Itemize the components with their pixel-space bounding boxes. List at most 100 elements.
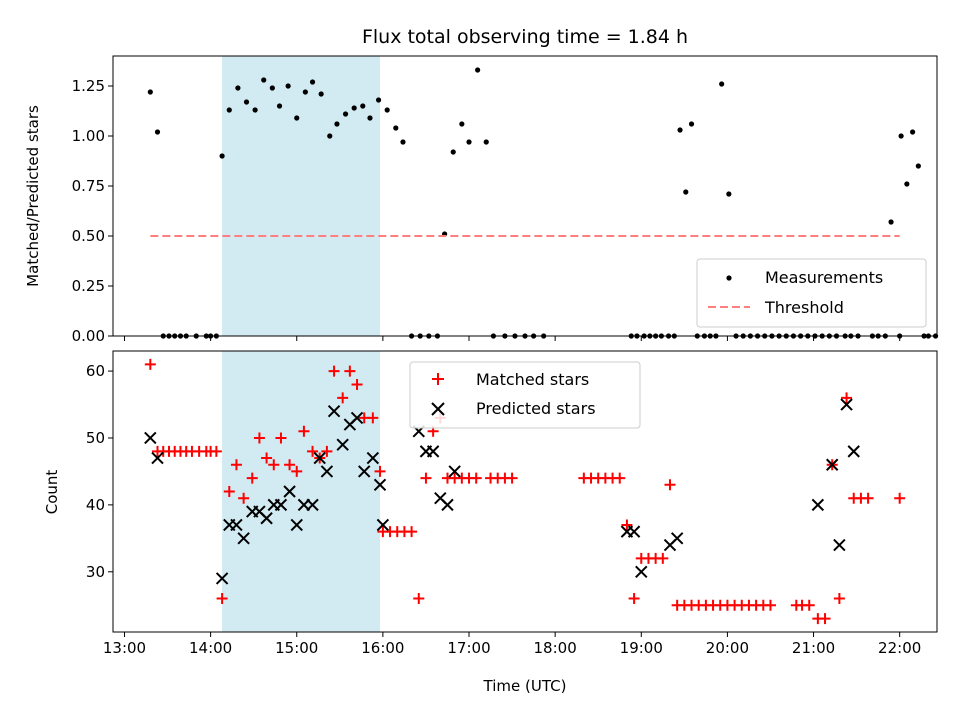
- predicted-stars-point: [260, 512, 273, 525]
- y-tick-label: 40: [86, 496, 105, 514]
- measurements-point: [302, 89, 308, 95]
- matched-stars-point: [253, 432, 265, 444]
- measurements-point: [400, 139, 406, 145]
- legend-measurements-label: Measurements: [765, 268, 883, 287]
- predicted-stars-point: [274, 498, 288, 512]
- matched-stars-point: [216, 593, 228, 605]
- measurements-point: [309, 79, 316, 85]
- matched-stars-point: [628, 593, 640, 605]
- measurements-point: [888, 219, 894, 225]
- matched-stars-point: [210, 445, 222, 457]
- legend-threshold-label: Threshold: [764, 298, 844, 317]
- matched-stars-point: [614, 472, 626, 484]
- matched-stars-point: [275, 432, 287, 444]
- predicted-stars-point: [833, 538, 846, 552]
- measurements-point: [154, 129, 161, 135]
- predicted-stars-point: [230, 518, 243, 532]
- bottom-legend: Matched stars Predicted stars: [409, 361, 641, 429]
- predicted-stars-point: [840, 398, 853, 411]
- matched-stars-point: [894, 492, 906, 504]
- matched-stars-point: [764, 599, 776, 611]
- bottom-x-ticks: 13:00 14:00 15:00 16:00 17:00 18:00 19:00 20:00…: [103, 632, 921, 657]
- measurements-point: [459, 121, 465, 127]
- measurements-point: [475, 67, 481, 73]
- measurements-point: [351, 105, 357, 111]
- matched-stars-point: [238, 492, 250, 504]
- matched-stars-point: [413, 593, 425, 605]
- bottom-axes-frame: [112, 350, 938, 633]
- matched-stars-point: [230, 459, 242, 471]
- measurements-point: [898, 133, 904, 139]
- x-axis-label: Time (UTC): [483, 677, 567, 695]
- predicted-stars-point: [350, 411, 364, 425]
- legend-predicted-label: Predicted stars: [476, 399, 596, 418]
- predicted-stars-point: [306, 498, 319, 512]
- top-panel: 0.00 0.25 0.50 0.75 1.00 1.25 Flux total obse…: [24, 26, 939, 345]
- top-y-axis-label: Matched/Predicted stars: [24, 105, 42, 287]
- x-tick-label: 20:00: [706, 639, 749, 657]
- matched-stars-point: [351, 378, 363, 390]
- predicted-stars-point: [811, 498, 825, 512]
- predicted-stars-point: [215, 572, 229, 585]
- matched-stars-point: [621, 519, 633, 531]
- measurements-point: [294, 115, 300, 121]
- measurements-point: [147, 89, 153, 95]
- measurements-point: [252, 107, 258, 113]
- top-x-ticks: [123, 336, 901, 341]
- matched-stars-point: [284, 459, 296, 471]
- predicted-stars-point: [151, 451, 164, 465]
- predicted-stars-point: [448, 465, 461, 478]
- matched-stars-point: [337, 392, 349, 404]
- measurements-point: [688, 121, 695, 127]
- x-tick-label: 21:00: [792, 639, 835, 657]
- x-tick-label: 16:00: [361, 639, 404, 657]
- measurements-point: [719, 81, 725, 87]
- matched-stars-point: [298, 425, 310, 437]
- measurements-point: [360, 103, 366, 109]
- top-legend-box: [696, 258, 927, 328]
- predicted-stars-point: [670, 532, 684, 545]
- measurements-point: [219, 153, 225, 159]
- predicted-stars-point: [290, 518, 303, 532]
- measurements-point: [342, 111, 349, 117]
- measurements-point: [915, 163, 921, 169]
- top-y-ticks: 0.00 0.25 0.50 0.75 1.00 1.25: [72, 77, 113, 345]
- matched-stars-point: [144, 358, 156, 370]
- matched-stars-point: [406, 526, 418, 538]
- measurements-point: [726, 191, 732, 197]
- measurements-point: [235, 85, 241, 91]
- legend-matched-marker: [432, 373, 444, 385]
- y-tick-label: 1.25: [72, 77, 105, 95]
- measurements-point: [483, 139, 489, 145]
- matched-stars-point: [328, 365, 340, 377]
- predicted-stars-point: [144, 431, 157, 445]
- x-tick-label: 17:00: [447, 639, 490, 657]
- predicted-stars-point: [825, 458, 839, 471]
- measurements-point: [375, 97, 382, 103]
- bottom-marks: [144, 358, 906, 625]
- measurements-point: [677, 127, 683, 133]
- measurements-point: [334, 121, 340, 127]
- matched-stars-point: [819, 613, 831, 625]
- matched-stars-point: [506, 472, 518, 484]
- y-tick-label: 0.50: [72, 227, 105, 245]
- x-tick-label: 22:00: [878, 639, 921, 657]
- measurements-point: [909, 129, 916, 135]
- matched-stars-point: [420, 472, 432, 484]
- bottom-legend-box: [409, 361, 641, 429]
- matched-stars-point: [246, 472, 258, 484]
- matched-stars-point: [291, 465, 303, 477]
- x-tick-label: 18:00: [534, 639, 577, 657]
- legend-measurements-marker: [726, 275, 732, 281]
- bottom-y-ticks: 30 40 50 60: [86, 362, 113, 581]
- top-legend: Measurements Threshold: [696, 258, 927, 328]
- measurements-point: [466, 139, 472, 145]
- matched-stars-point: [664, 479, 676, 491]
- predicted-stars-point: [426, 445, 440, 458]
- predicted-stars-point: [237, 532, 250, 545]
- matched-stars-point: [374, 465, 386, 477]
- measurements-point: [226, 107, 232, 113]
- chart-title: Flux total observing time = 1.84 h: [362, 26, 688, 48]
